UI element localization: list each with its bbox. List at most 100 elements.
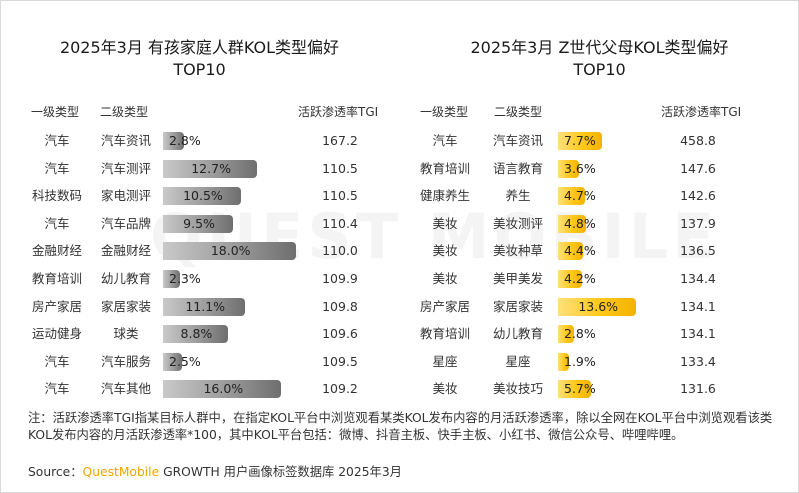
tgi-value: 109.2 xyxy=(322,381,358,397)
tgi-value: 134.1 xyxy=(680,326,716,342)
secondary-category-label: 汽车其他 xyxy=(100,381,151,397)
header-cat2: 二级类型 xyxy=(494,105,543,119)
header-metric: 活跃渗透率TGI xyxy=(661,105,742,119)
secondary-category-label: 幼儿教育 xyxy=(492,326,543,342)
table-row: 美妆 美妆测评 4.8% 137.9 xyxy=(400,213,799,235)
header-cat1: 一级类型 xyxy=(420,105,469,119)
tgi-value: 110.0 xyxy=(322,243,358,259)
bar xyxy=(163,132,184,150)
source-suffix: GROWTH 用户画像标签数据库 2025年3月 xyxy=(159,465,402,479)
tgi-value: 109.6 xyxy=(322,326,358,342)
chart-subtitle: TOP10 xyxy=(573,60,626,79)
table-row: 科技数码 家电测评 10.5% 110.5 xyxy=(0,185,399,207)
bar xyxy=(163,380,282,399)
secondary-category-label: 金融财经 xyxy=(100,243,151,259)
bar-value-label: 18.0% xyxy=(210,243,251,259)
primary-category-label: 美妆 xyxy=(432,243,458,259)
bar xyxy=(558,297,637,316)
bar xyxy=(163,352,182,371)
tgi-value: 131.6 xyxy=(680,381,716,397)
primary-category-label: 房产家居 xyxy=(31,298,82,314)
watermark: QUEST MOBILE xyxy=(150,200,719,273)
table-row: 房产家居 家居家装 11.1% 109.8 xyxy=(0,296,399,318)
chart-subtitle: TOP10 xyxy=(173,60,226,79)
tgi-value: 134.1 xyxy=(680,298,716,314)
bar-value-label: 2.5% xyxy=(169,353,201,369)
bar-value-label: 4.7% xyxy=(564,188,596,204)
tgi-value: 167.2 xyxy=(322,133,358,148)
secondary-category-label: 汽车测评 xyxy=(100,160,151,176)
table-row: 星座 星座 1.9% 133.4 xyxy=(400,351,799,373)
tgi-value: 109.9 xyxy=(322,271,358,286)
table-row: 房产家居 家居家装 13.6% 134.1 xyxy=(400,296,799,318)
bar xyxy=(558,380,591,399)
bar-value-label: 16.0% xyxy=(203,381,244,397)
bar xyxy=(163,270,181,288)
secondary-category-label: 美妆种草 xyxy=(492,243,543,259)
bar-value-label: 10.5% xyxy=(183,188,223,204)
table-row: 汽车 汽车品牌 9.5% 110.4 xyxy=(0,213,399,235)
header-cat2: 二级类型 xyxy=(100,105,149,119)
bar-value-label: 2.8% xyxy=(564,326,596,342)
header-metric: 活跃渗透率TGI xyxy=(298,105,379,119)
primary-category-label: 汽车 xyxy=(44,133,70,148)
bar xyxy=(163,297,246,316)
source-line: Source：QuestMobile GROWTH 用户画像标签数据库 2025… xyxy=(28,462,402,480)
bar xyxy=(163,242,297,261)
primary-category-label: 教育培训 xyxy=(31,271,82,286)
footnote: 注：活跃渗透率TGI指某目标人群中，在指定KOL平台中浏览观看某类KOL发布内容… xyxy=(28,411,773,442)
bar-value-label: 9.5% xyxy=(183,215,215,231)
bar xyxy=(558,187,586,206)
primary-category-label: 科技数码 xyxy=(31,188,82,204)
secondary-category-label: 汽车资讯 xyxy=(100,133,151,148)
primary-category-label: 汽车 xyxy=(432,133,458,148)
chart-panel-left: 2025年3月 有孩家庭人群KOL类型偏好 TOP10 一级类型 二级类型 活跃… xyxy=(0,0,399,400)
chart-title: 2025年3月 有孩家庭人群KOL类型偏好 xyxy=(59,38,340,57)
bar-value-label: 11.1% xyxy=(185,298,226,314)
bar-value-label: 1.9% xyxy=(564,353,596,369)
table-row: 美妆 美妆技巧 5.7% 131.6 xyxy=(400,378,799,400)
table-row: 汽车 汽车服务 2.5% 109.5 xyxy=(0,351,399,373)
bar xyxy=(558,242,584,261)
tgi-value: 137.9 xyxy=(680,215,716,231)
bar-value-label: 13.6% xyxy=(578,298,619,314)
table-row: 美妆 美妆种草 4.4% 136.5 xyxy=(400,240,799,262)
secondary-category-label: 家电测评 xyxy=(100,188,151,204)
secondary-category-label: 星座 xyxy=(505,353,531,369)
tgi-value: 110.5 xyxy=(322,188,358,204)
bar xyxy=(163,325,229,344)
bar-value-label: 3.6% xyxy=(564,160,596,176)
bar-value-label: 4.8% xyxy=(564,215,596,231)
source-prefix: Source： xyxy=(28,465,83,479)
secondary-category-label: 家居家装 xyxy=(100,298,151,314)
table-row: 健康养生 养生 4.7% 142.6 xyxy=(400,185,799,207)
bar-value-label: 8.8% xyxy=(180,326,213,342)
bar-value-label: 12.7% xyxy=(191,160,231,176)
secondary-category-label: 幼儿教育 xyxy=(100,271,151,286)
table-row: 美妆 美甲美发 4.2% 134.4 xyxy=(400,268,799,290)
bar xyxy=(163,159,257,178)
tgi-value: 109.8 xyxy=(322,298,358,314)
table-row: 汽车 汽车其他 16.0% 109.2 xyxy=(0,378,399,400)
bar-value-label: 2.8% xyxy=(169,133,201,148)
table-row: 汽车 汽车资讯 7.7% 458.8 xyxy=(400,130,799,152)
table-row: 汽车 汽车资讯 2.8% 167.2 xyxy=(0,130,399,152)
secondary-category-label: 养生 xyxy=(505,188,531,204)
secondary-category-label: 汽车服务 xyxy=(100,353,151,369)
bar xyxy=(558,352,569,371)
bar-value-label: 4.4% xyxy=(564,243,596,259)
primary-category-label: 房产家居 xyxy=(419,298,470,314)
table-row: 运动健身 球类 8.8% 109.6 xyxy=(0,323,399,345)
primary-category-label: 教育培训 xyxy=(419,326,470,342)
primary-category-label: 运动健身 xyxy=(31,326,82,342)
tgi-value: 109.5 xyxy=(322,353,358,369)
chart-title: 2025年3月 Z世代父母KOL类型偏好 xyxy=(470,38,729,57)
secondary-category-label: 美妆测评 xyxy=(492,215,543,231)
secondary-category-label: 语言教育 xyxy=(492,160,543,176)
bar xyxy=(558,132,603,150)
bar xyxy=(163,187,241,206)
tgi-value: 142.6 xyxy=(680,188,716,204)
secondary-category-label: 汽车资讯 xyxy=(492,133,543,148)
header-cat1: 一级类型 xyxy=(31,105,80,119)
primary-category-label: 汽车 xyxy=(44,353,70,369)
